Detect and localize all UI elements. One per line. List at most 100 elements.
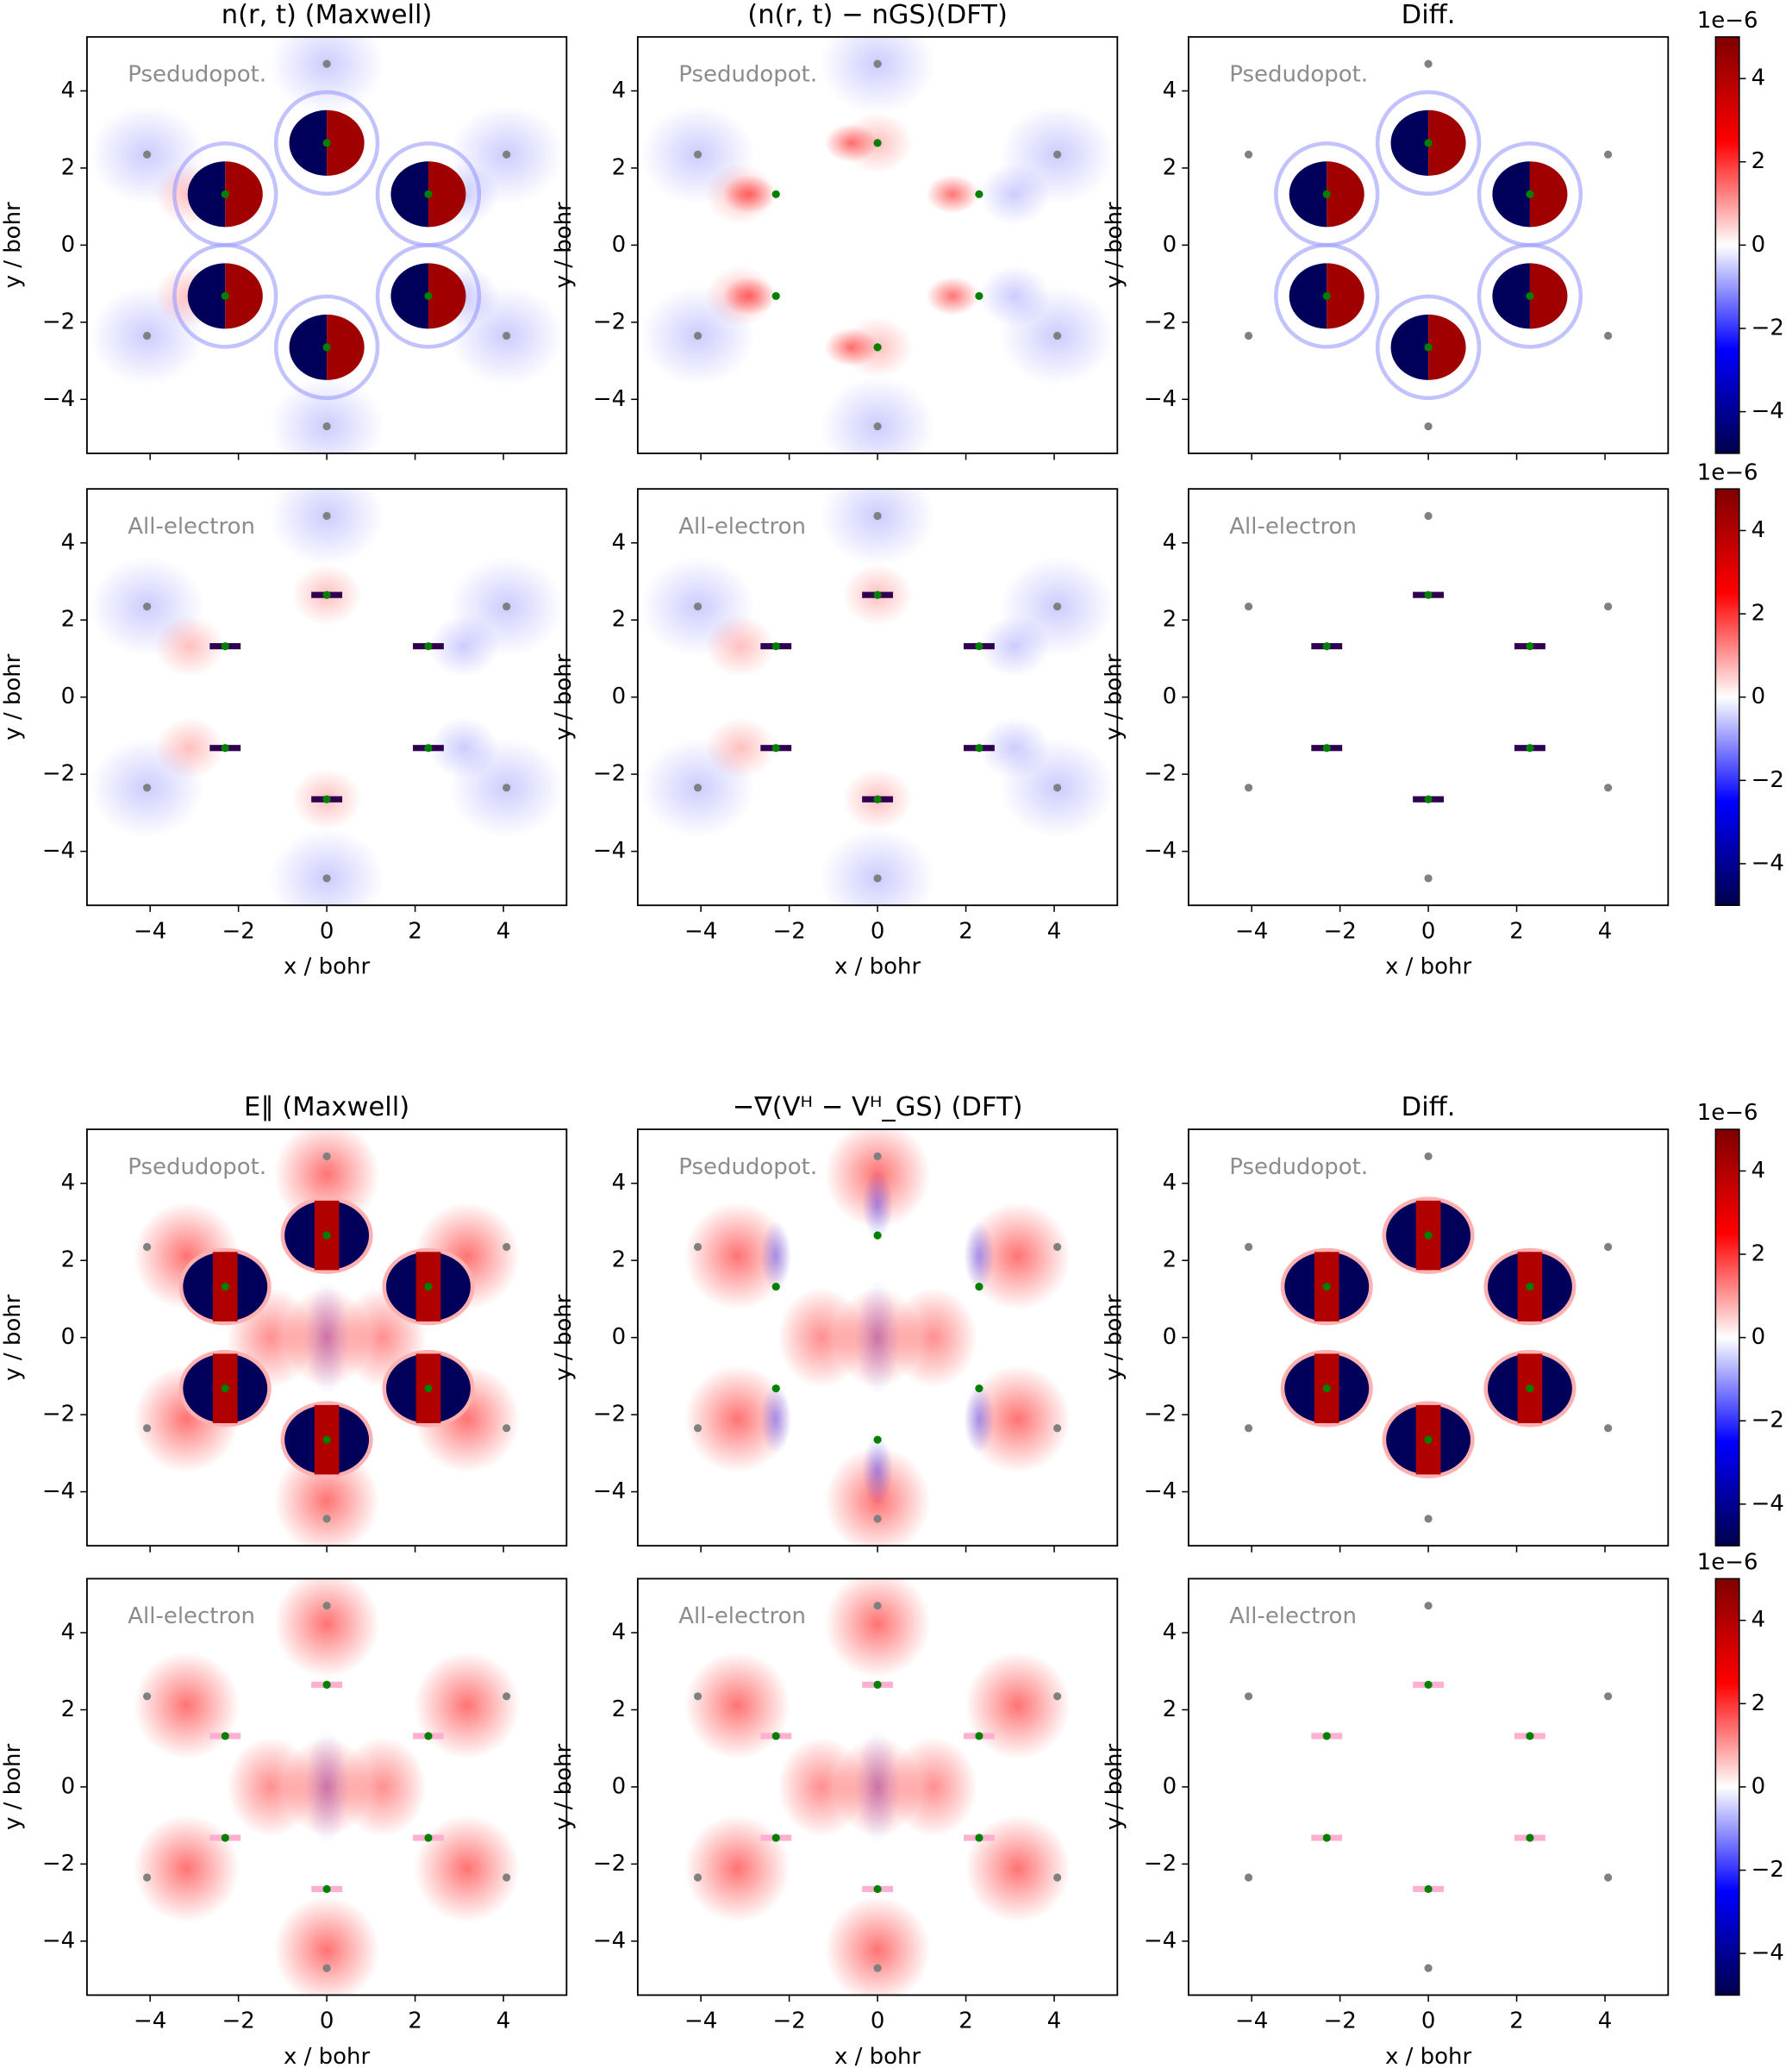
field bbox=[855, 1279, 900, 1396]
atom bbox=[771, 1384, 780, 1393]
y-tick-label: −4 bbox=[593, 386, 626, 412]
y-tick-label: −4 bbox=[42, 838, 75, 864]
y-tick-label: 0 bbox=[1163, 232, 1177, 258]
atom bbox=[1424, 59, 1433, 68]
field bbox=[979, 163, 1051, 226]
x-tick-label: 0 bbox=[320, 2009, 334, 2034]
field bbox=[1289, 161, 1327, 228]
colorbar-label: 1e−6 bbox=[1697, 8, 1758, 34]
field bbox=[289, 109, 328, 176]
atom bbox=[424, 1283, 433, 1291]
atom bbox=[503, 1873, 511, 1882]
atom bbox=[1526, 291, 1534, 300]
field bbox=[979, 615, 1051, 678]
atom bbox=[1604, 150, 1613, 159]
y-tick-label: 2 bbox=[1163, 1696, 1177, 1722]
colorbar-tick-label: 4 bbox=[1751, 517, 1766, 543]
field bbox=[964, 1221, 995, 1291]
atom bbox=[503, 1692, 511, 1701]
atom bbox=[424, 1834, 433, 1842]
atom bbox=[873, 1152, 882, 1160]
x-tick-label: −4 bbox=[1235, 918, 1268, 944]
y-tick-label: −2 bbox=[42, 1851, 75, 1877]
x-tick-label: 0 bbox=[871, 2009, 885, 2034]
field bbox=[1477, 243, 1583, 349]
y-tick-label: 4 bbox=[1163, 1619, 1177, 1645]
colorbar-tick-label: 2 bbox=[1751, 601, 1766, 627]
field bbox=[684, 1202, 790, 1310]
annotation: All-electron bbox=[678, 1603, 806, 1629]
x-tick-label: −2 bbox=[1323, 2009, 1356, 2034]
y-axis-label: y / bohr bbox=[0, 1744, 26, 1830]
atom bbox=[322, 1884, 331, 1894]
x-tick-label: 4 bbox=[1047, 918, 1062, 944]
atom bbox=[142, 784, 152, 792]
atom bbox=[693, 331, 702, 341]
heatmap bbox=[86, 1578, 567, 1996]
atom bbox=[221, 291, 229, 300]
field bbox=[172, 141, 278, 247]
field bbox=[273, 90, 380, 197]
field bbox=[154, 615, 226, 678]
atom bbox=[873, 59, 882, 68]
x-axis-label: x / bohr bbox=[834, 2044, 921, 2068]
atom bbox=[1053, 784, 1062, 792]
atom bbox=[424, 291, 433, 300]
atom bbox=[1322, 1732, 1331, 1740]
annotation: Psedudopot. bbox=[128, 62, 266, 88]
x-tick-label: 2 bbox=[1509, 918, 1524, 944]
field bbox=[926, 174, 979, 214]
field bbox=[225, 161, 263, 228]
plot-bg bbox=[1188, 1129, 1669, 1546]
atom bbox=[771, 1732, 780, 1740]
atom bbox=[322, 343, 331, 352]
y-tick-label: 2 bbox=[1163, 607, 1177, 633]
atom bbox=[142, 1692, 152, 1701]
atom bbox=[221, 744, 229, 753]
field bbox=[965, 1814, 1071, 1923]
atom bbox=[975, 1283, 983, 1291]
field bbox=[965, 1365, 1071, 1473]
atom bbox=[1322, 1834, 1331, 1842]
atom bbox=[693, 1424, 702, 1433]
x-tick-label: 4 bbox=[1598, 918, 1613, 944]
x-tick-label: −2 bbox=[772, 2009, 805, 2034]
atom bbox=[1424, 1231, 1433, 1240]
colorbar-tick-label: 2 bbox=[1751, 1690, 1766, 1716]
atom bbox=[1053, 1242, 1062, 1252]
y-tick-label: 4 bbox=[61, 78, 76, 103]
y-axis-label: y / bohr bbox=[551, 1744, 577, 1830]
atom bbox=[1244, 1873, 1253, 1882]
atom bbox=[1053, 150, 1062, 159]
y-axis-label: y / bohr bbox=[551, 202, 577, 288]
atom bbox=[1424, 343, 1433, 352]
heatmap bbox=[1188, 489, 1669, 906]
atom bbox=[142, 1424, 152, 1433]
field bbox=[1390, 109, 1429, 176]
y-tick-label: −4 bbox=[1144, 1478, 1177, 1504]
atom bbox=[873, 590, 882, 599]
atom bbox=[322, 590, 331, 599]
annotation: Psedudopot. bbox=[678, 1154, 817, 1180]
field bbox=[414, 1651, 521, 1759]
field bbox=[273, 1129, 380, 1229]
y-tick-label: −4 bbox=[1144, 1927, 1177, 1953]
field bbox=[1289, 263, 1327, 329]
x-tick-label: 2 bbox=[958, 2009, 973, 2034]
atom bbox=[975, 1384, 983, 1393]
field bbox=[1529, 161, 1568, 228]
annotation: Psedudopot. bbox=[1229, 1154, 1368, 1180]
colorbar-tick-label: −4 bbox=[1751, 850, 1784, 876]
y-tick-label: 4 bbox=[61, 1170, 76, 1196]
field bbox=[1375, 90, 1482, 197]
x-tick-label: −2 bbox=[772, 918, 805, 944]
x-axis-label: x / bohr bbox=[284, 2044, 370, 2068]
field bbox=[862, 1170, 894, 1240]
field bbox=[428, 161, 466, 228]
atom bbox=[693, 150, 702, 159]
field bbox=[227, 1736, 315, 1838]
atom bbox=[1424, 139, 1433, 147]
y-tick-label: −2 bbox=[1144, 1851, 1177, 1877]
x-tick-label: −4 bbox=[134, 918, 166, 944]
field bbox=[820, 489, 935, 566]
